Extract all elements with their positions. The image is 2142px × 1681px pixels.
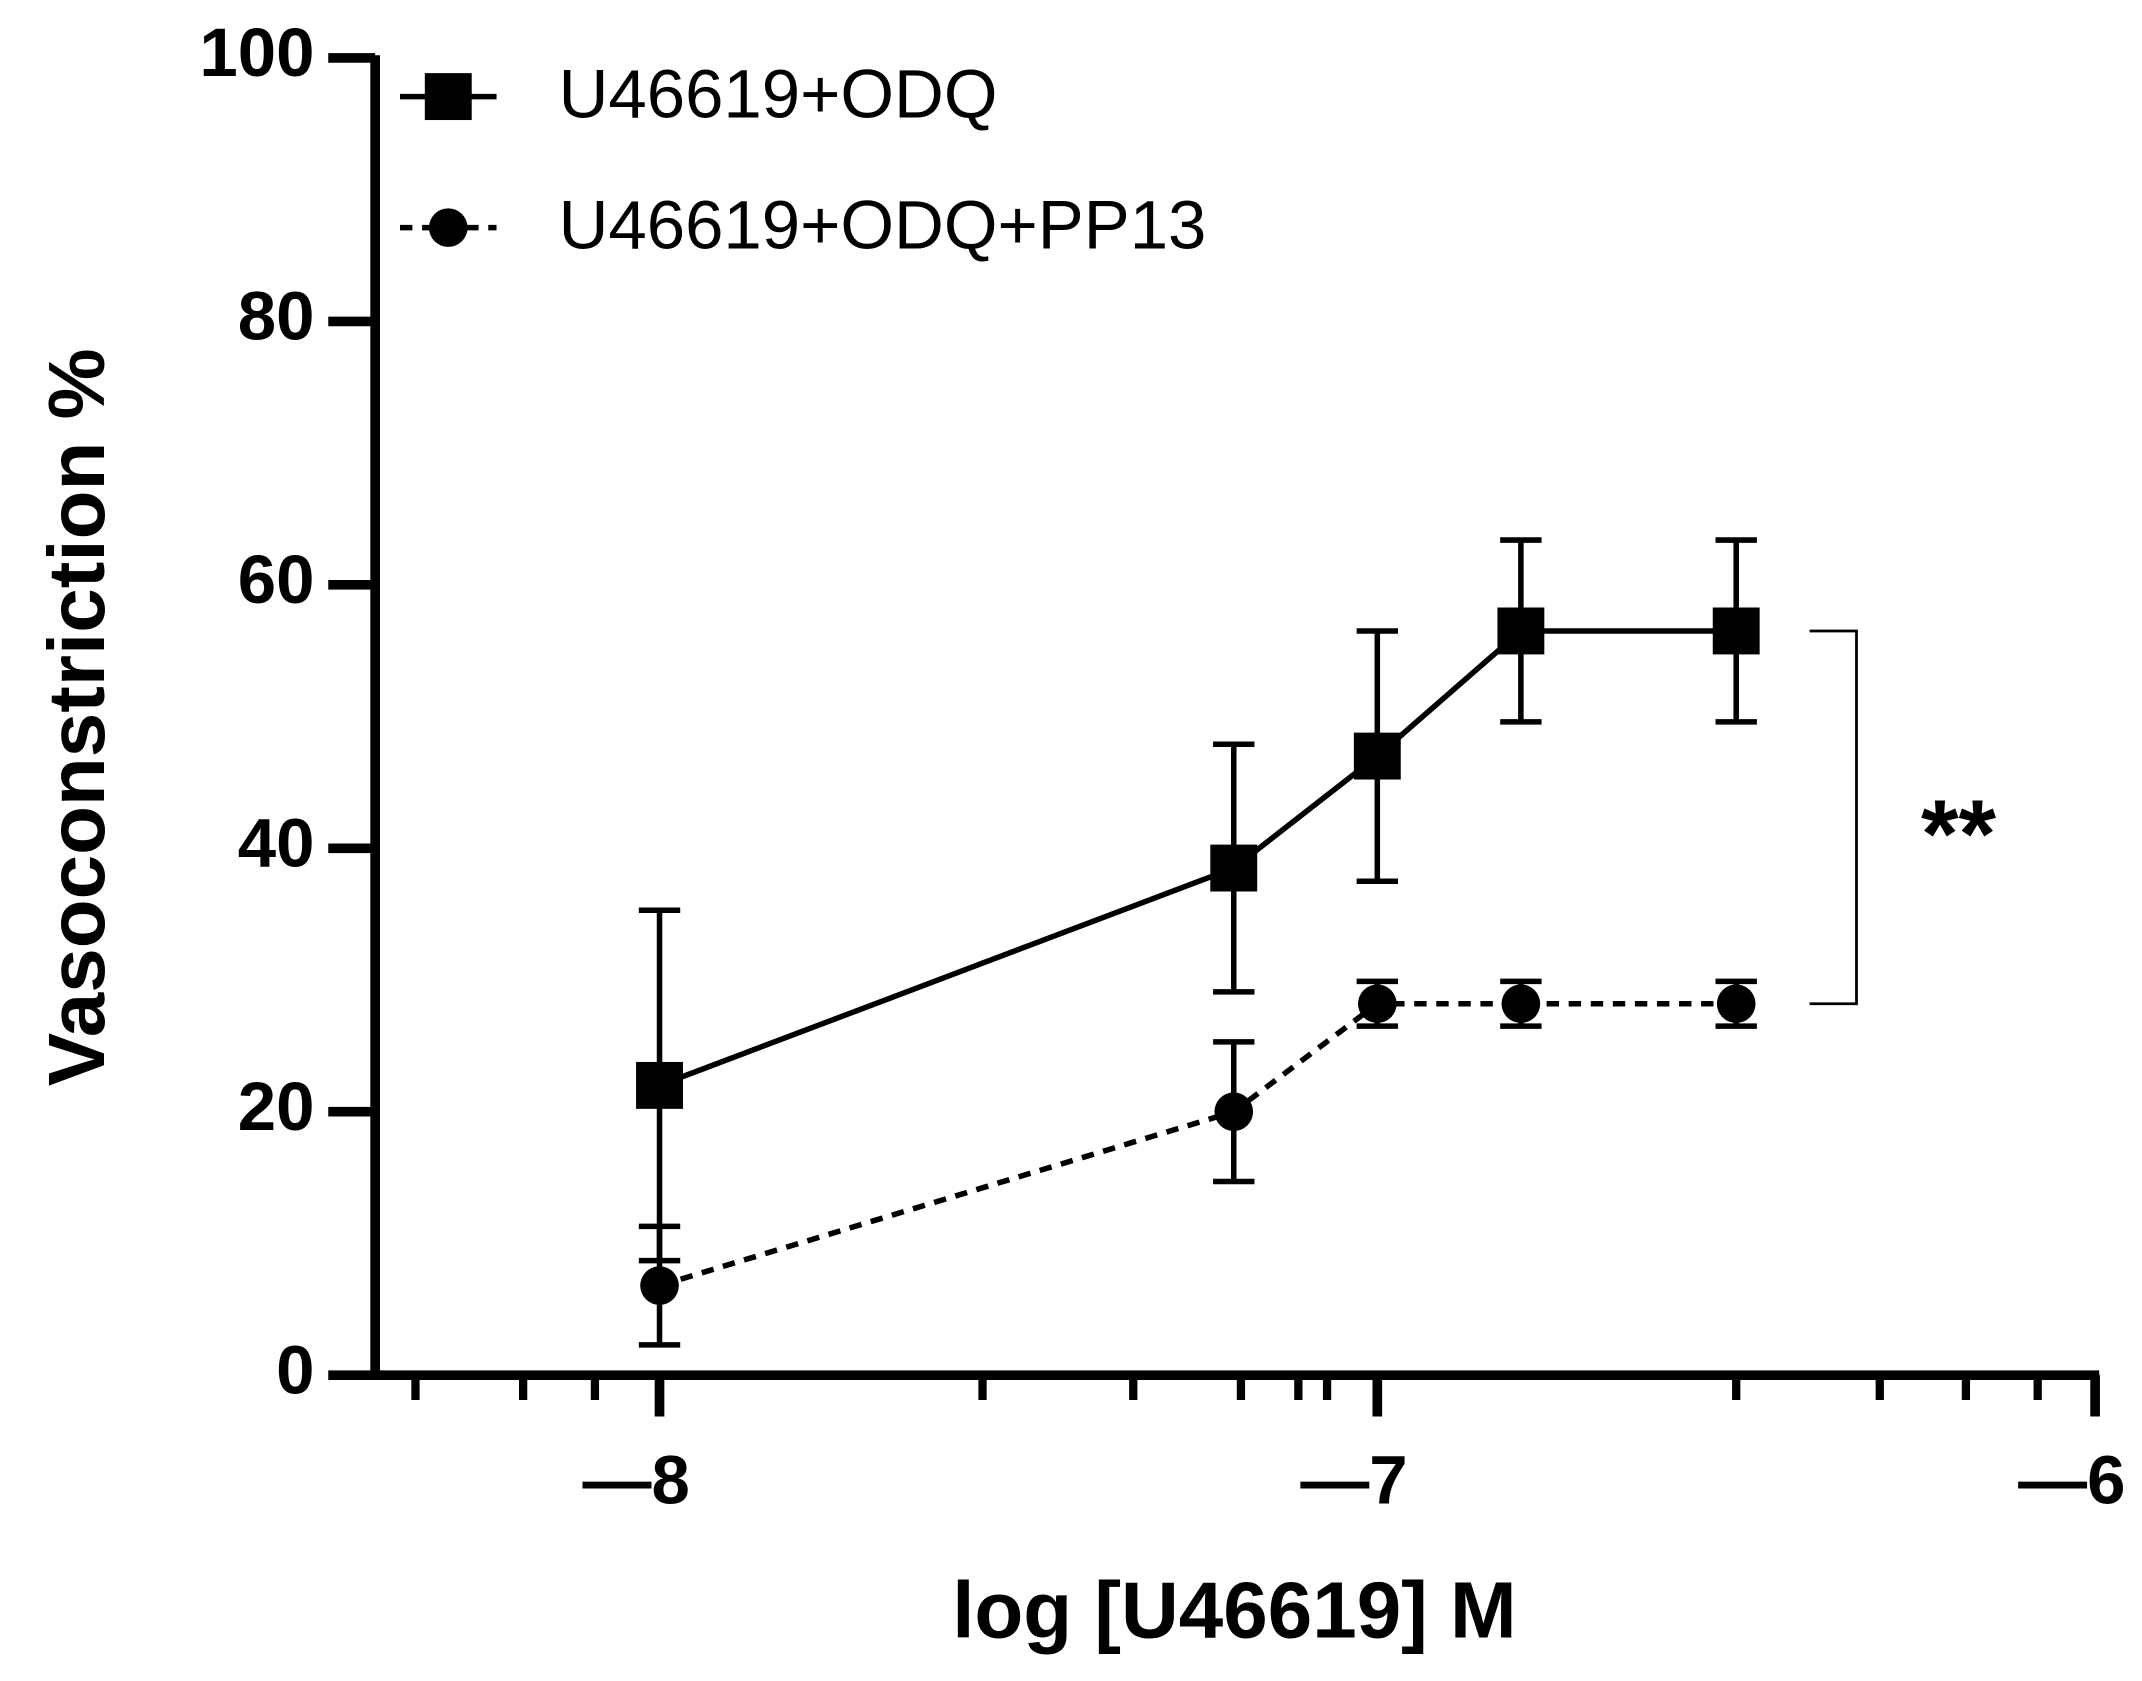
y-axis-label: Vasoconstriction % (32, 348, 121, 1086)
y-tick-label: 80 (238, 278, 315, 355)
y-tick-label: 100 (199, 14, 314, 91)
data-point (1712, 607, 1760, 655)
x-tick-label: —7 (1300, 1442, 1407, 1519)
data-point (636, 1061, 683, 1109)
data-point (1214, 1092, 1254, 1132)
data-point (1497, 607, 1545, 655)
x-axis-label: log [U46619] M (952, 1566, 1516, 1655)
y-tick-label: 40 (238, 805, 315, 882)
legend-marker (424, 73, 472, 121)
data-point (1358, 984, 1397, 1024)
data-point (1501, 984, 1541, 1024)
significance-annotation: ** (1921, 781, 1997, 888)
legend-label: U46619+ODQ (559, 56, 998, 133)
series-line (658, 628, 1737, 1088)
data-point (1210, 844, 1258, 892)
y-tick-label: 20 (238, 1068, 315, 1145)
y-tick-label: 0 (276, 1331, 314, 1408)
y-tick-label: 60 (238, 541, 315, 618)
data-point (1353, 732, 1401, 780)
significance-bracket (1809, 629, 1858, 1006)
legend-label: U46619+ODQ+PP13 (559, 187, 1207, 264)
x-tick-label: —8 (583, 1442, 690, 1519)
series-line (658, 1000, 1737, 1289)
x-tick-label: —6 (2018, 1442, 2125, 1519)
data-point (640, 1266, 679, 1305)
legend-marker (428, 208, 468, 247)
data-point (1716, 984, 1756, 1024)
